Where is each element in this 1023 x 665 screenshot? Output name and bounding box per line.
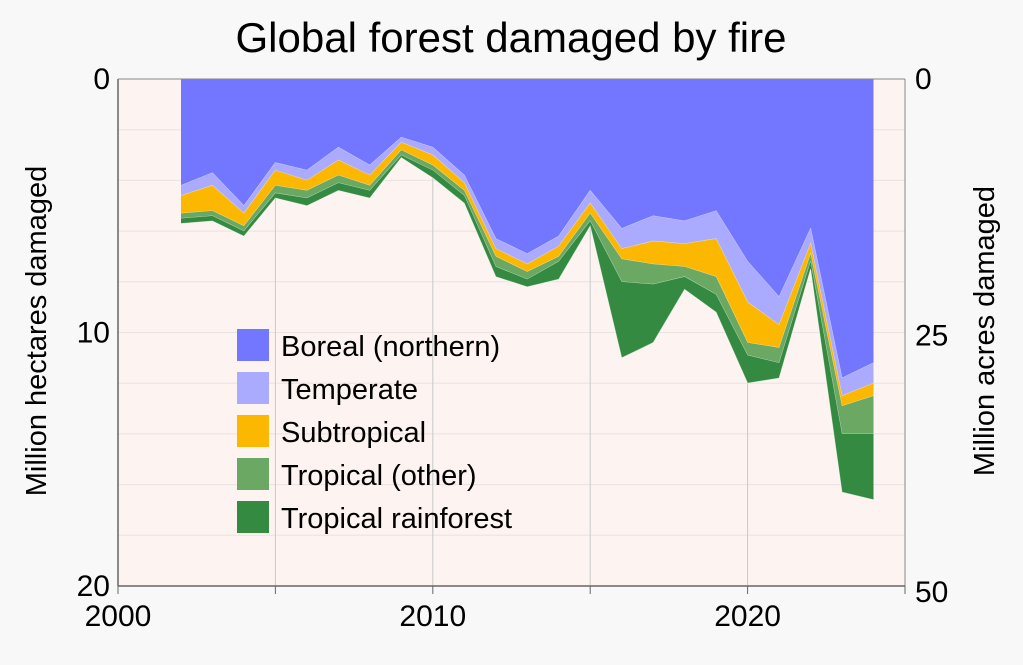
y-axis-label-right: Million acres damaged xyxy=(969,186,1001,476)
y-right-tick-label: 25 xyxy=(915,319,948,352)
legend-label: Tropical (other) xyxy=(281,460,477,492)
y-axis-label-left: Million hectares damaged xyxy=(21,166,53,496)
area-series xyxy=(180,79,874,501)
legend-swatch xyxy=(237,501,269,533)
y-left-tick-label: 0 xyxy=(93,63,110,96)
legend-label: Boreal (northern) xyxy=(281,331,500,363)
y-left-tick-label: 20 xyxy=(77,570,110,603)
axes xyxy=(117,78,906,594)
y-left-tick-label: 10 xyxy=(77,317,110,350)
area-boreal-northern xyxy=(181,79,874,379)
legend-swatch xyxy=(237,329,269,361)
area-edge-tropical-rainforest xyxy=(180,157,874,501)
legend: Boreal (northern) Temperate Subtropical Tro… xyxy=(237,329,512,535)
legend-swatch xyxy=(237,458,269,490)
tick-labels: 2000 2010 2020 0 10 20 0 25 50 xyxy=(77,63,949,633)
x-tick-label: 2000 xyxy=(85,600,152,633)
legend-swatch xyxy=(237,415,269,447)
y-right-tick-label: 0 xyxy=(915,63,932,96)
area-temperate xyxy=(181,137,874,396)
legend-label: Temperate xyxy=(281,374,418,406)
legend-swatch xyxy=(237,372,269,404)
legend-label: Tropical rainforest xyxy=(281,503,512,535)
x-tick-label: 2010 xyxy=(399,600,466,633)
y-right-tick-label: 50 xyxy=(915,576,948,609)
chart-title: Global forest damaged by fire xyxy=(236,14,787,61)
legend-label: Subtropical xyxy=(281,417,426,449)
x-tick-label: 2020 xyxy=(714,600,781,633)
